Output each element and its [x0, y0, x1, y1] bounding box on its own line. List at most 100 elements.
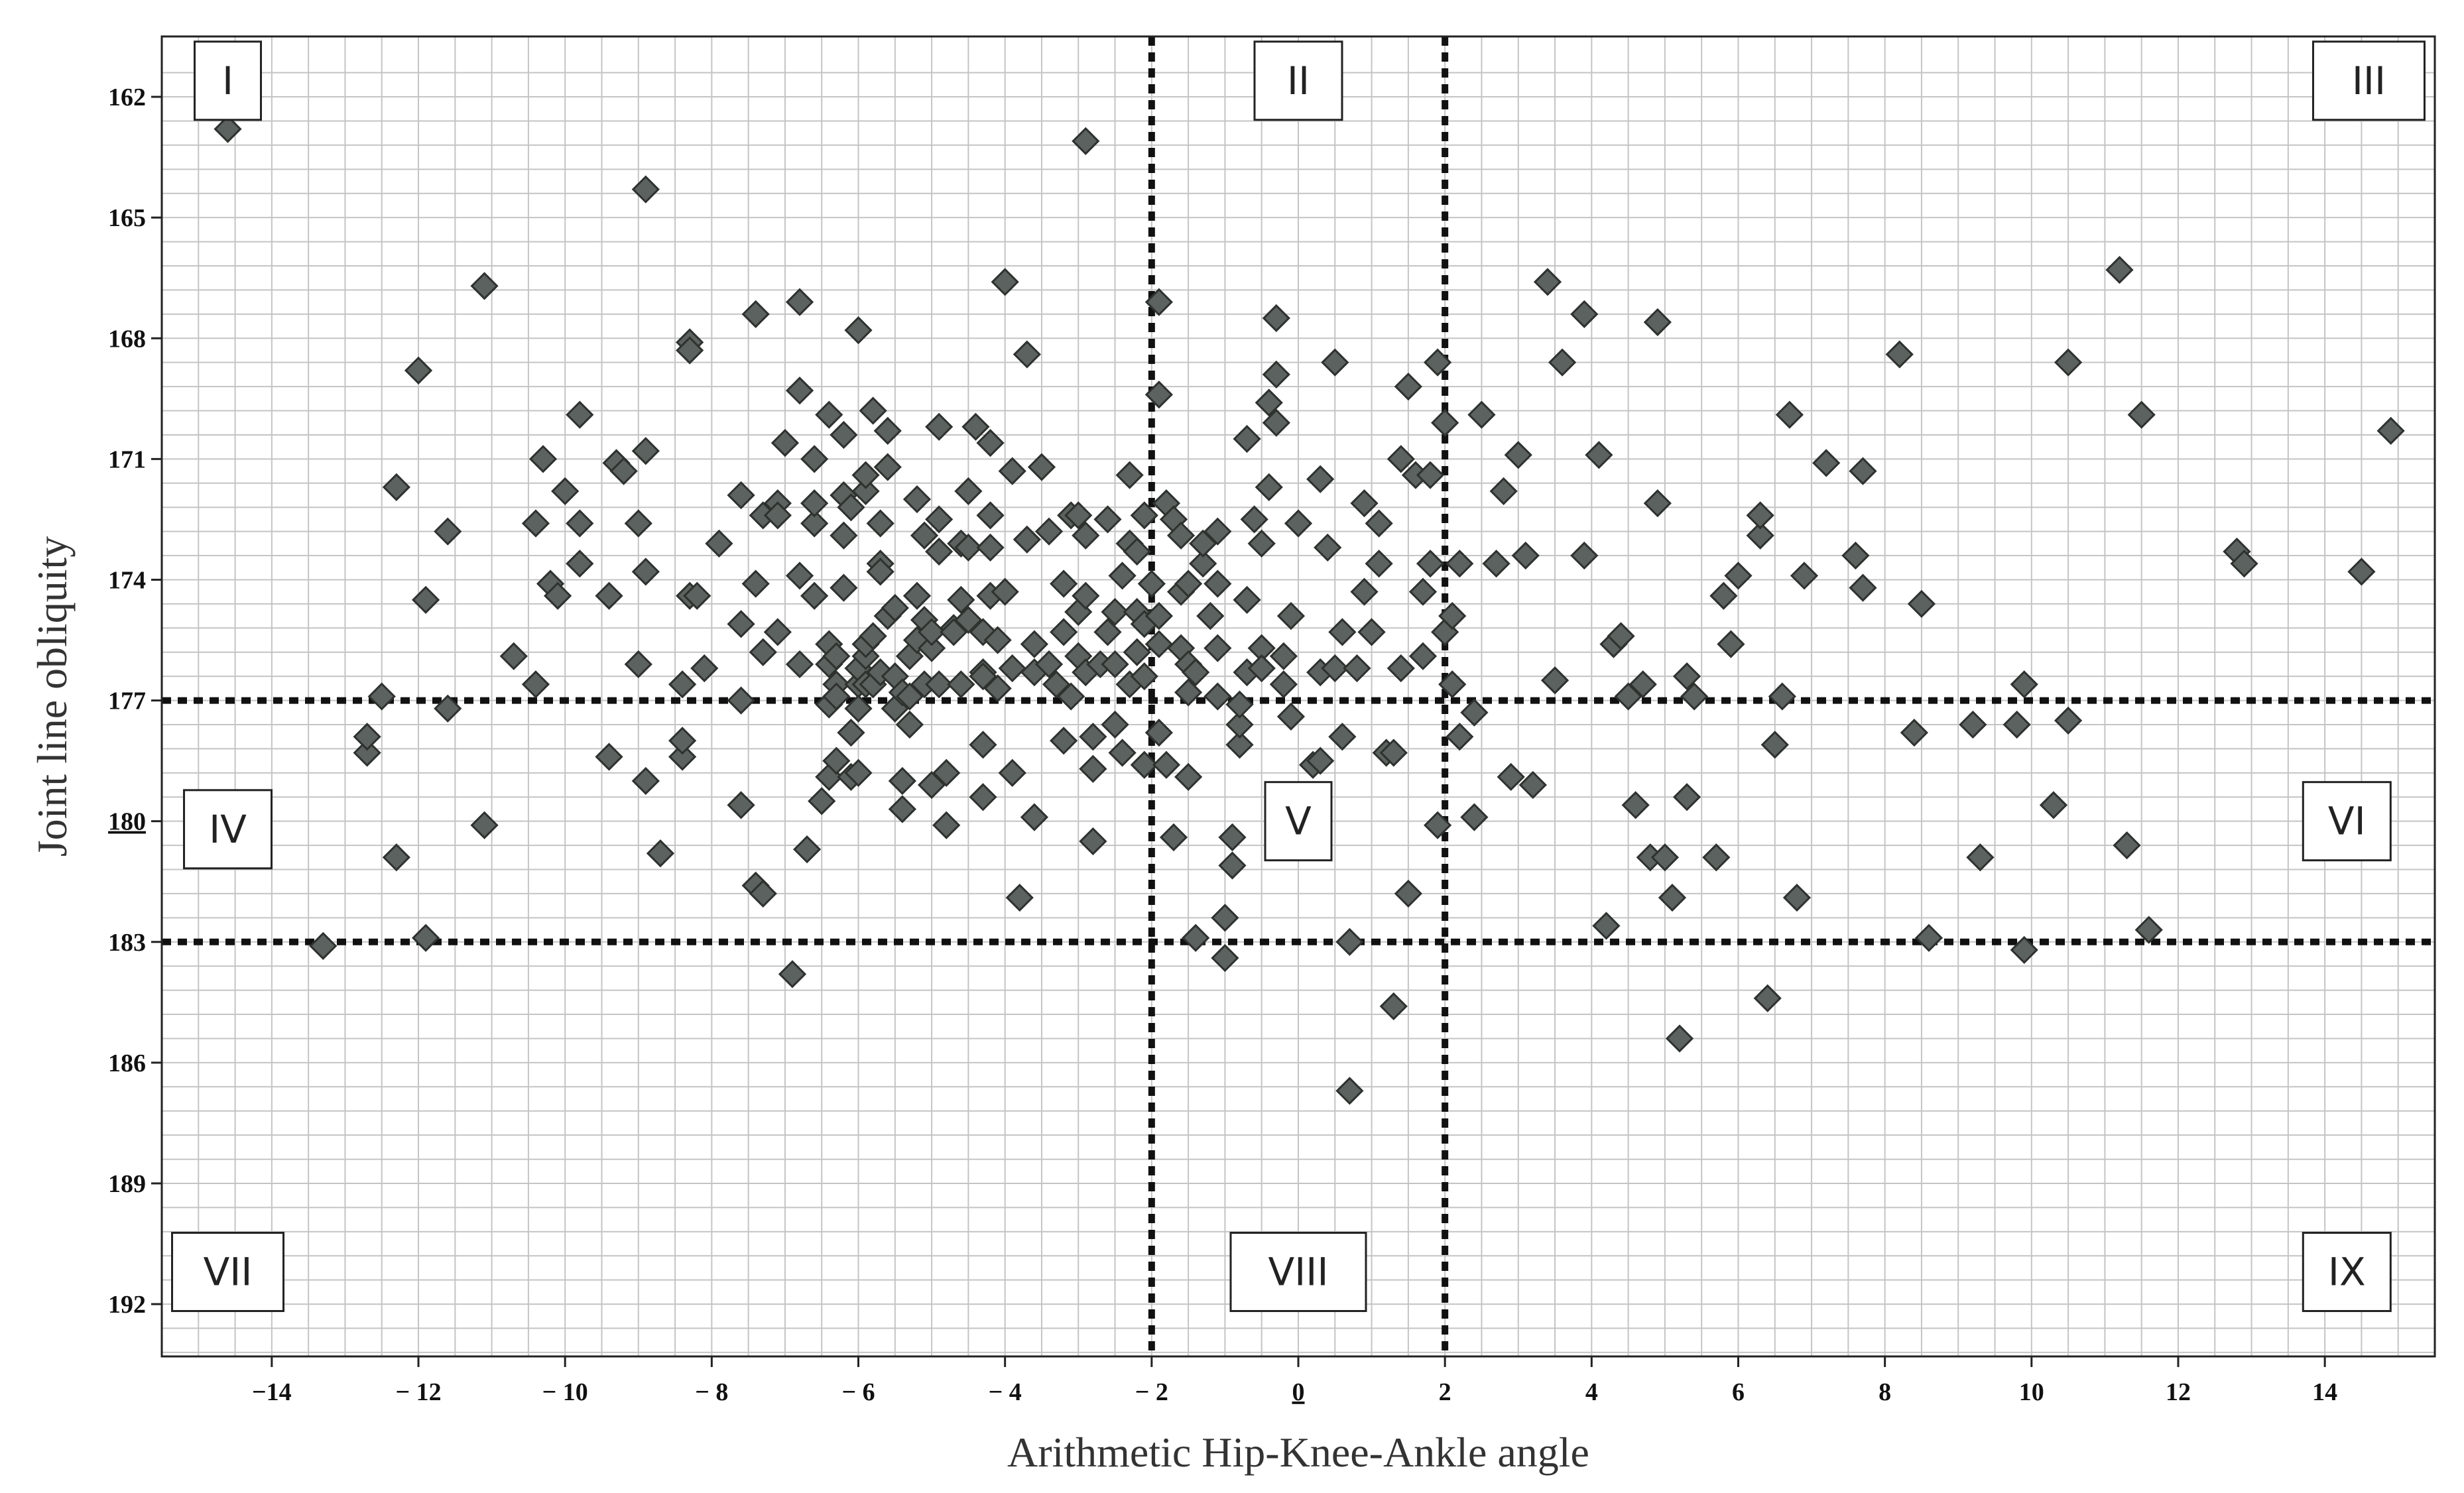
data-point — [925, 412, 954, 441]
data-point — [1144, 630, 1174, 658]
data-point — [1240, 505, 1268, 534]
data-point — [1013, 525, 1041, 554]
data-point — [1350, 577, 1379, 606]
data-point — [1079, 754, 1107, 783]
data-point — [792, 835, 822, 864]
data-point — [1027, 453, 1056, 481]
data-point — [668, 743, 697, 771]
data-point — [830, 420, 858, 449]
data-point — [1658, 883, 1687, 912]
data-point — [1005, 883, 1034, 912]
y-axis-title: Joint line obliquity — [29, 536, 76, 857]
data-point — [1408, 577, 1438, 606]
data-point — [1394, 879, 1422, 908]
data-point — [954, 606, 983, 634]
data-point — [566, 550, 594, 578]
data-point — [1357, 618, 1386, 646]
data-point — [411, 585, 440, 614]
data-point — [873, 453, 902, 481]
data-point — [1959, 710, 1987, 739]
data-point — [902, 485, 932, 514]
y-tick-label: 189 — [108, 1170, 146, 1198]
data-point — [895, 710, 924, 739]
data-point — [1900, 719, 1928, 747]
data-point — [544, 581, 572, 610]
data-point — [1365, 550, 1393, 578]
data-point — [595, 743, 623, 771]
data-point — [917, 634, 946, 662]
data-point — [1540, 666, 1570, 695]
data-point — [411, 924, 440, 952]
data-point — [1680, 682, 1709, 711]
data-point — [1130, 501, 1158, 530]
data-point — [1276, 601, 1306, 630]
data-point — [1144, 719, 1174, 747]
data-point — [1760, 731, 1789, 759]
data-point — [998, 758, 1026, 787]
data-point — [954, 477, 983, 506]
x-axis-title: Arithmetic Hip-Knee-Ankle angle — [1007, 1429, 1589, 1476]
data-point — [940, 618, 968, 646]
x-tick-label: − 2 — [1135, 1378, 1168, 1406]
data-point — [1182, 658, 1210, 687]
data-point — [1203, 682, 1232, 711]
data-point — [961, 412, 990, 441]
data-point — [1174, 678, 1203, 707]
region-label-viii: VIII — [1229, 1232, 1367, 1313]
data-point — [1144, 601, 1174, 630]
y-tick-label: 165 — [108, 204, 146, 232]
data-point — [1321, 348, 1349, 377]
data-point — [1467, 400, 1496, 429]
data-point — [1717, 630, 1745, 658]
data-point — [2376, 416, 2405, 445]
data-point — [1189, 529, 1217, 558]
data-point — [683, 581, 711, 610]
data-point — [1570, 300, 1599, 328]
data-point — [1020, 630, 1049, 658]
data-point — [1255, 388, 1283, 417]
data-point — [624, 650, 652, 679]
region-label-ii: II — [1253, 40, 1343, 121]
data-point — [1592, 912, 1621, 940]
y-tick-label: 171 — [108, 446, 146, 473]
data-point — [954, 533, 983, 562]
data-point — [800, 445, 829, 473]
data-point — [1321, 654, 1349, 683]
x-tick-label: 12 — [2166, 1378, 2191, 1406]
data-point — [1446, 723, 1474, 751]
data-point — [969, 662, 997, 691]
region-label-v: V — [1264, 781, 1333, 862]
data-point — [902, 581, 932, 610]
data-point — [1137, 569, 1166, 598]
data-point — [1276, 702, 1306, 731]
data-point — [763, 501, 792, 530]
data-point — [976, 428, 1005, 457]
data-point — [1123, 638, 1151, 666]
data-point — [1482, 550, 1510, 578]
data-point — [785, 288, 814, 316]
data-point — [1093, 505, 1122, 534]
data-point — [1182, 924, 1210, 952]
data-point — [1050, 727, 1078, 755]
data-point — [1269, 642, 1298, 670]
data-point — [727, 481, 755, 510]
data-point — [2347, 558, 2376, 586]
data-point — [873, 416, 902, 445]
data-point — [808, 787, 836, 815]
region-label-text: III — [2352, 58, 2386, 103]
data-point — [1233, 424, 1261, 453]
data-point — [528, 445, 558, 473]
data-point — [1643, 308, 1672, 337]
region-box — [183, 789, 273, 870]
data-point — [668, 670, 697, 699]
region-label-iii: III — [2311, 40, 2426, 121]
data-point — [1013, 340, 1041, 369]
data-point — [1203, 634, 1232, 662]
x-tick-label: 10 — [2019, 1378, 2044, 1406]
data-point — [969, 783, 997, 811]
data-point — [917, 770, 946, 800]
data-point — [822, 746, 851, 775]
data-point — [353, 723, 381, 751]
x-tick-label: 8 — [1879, 1378, 1891, 1406]
